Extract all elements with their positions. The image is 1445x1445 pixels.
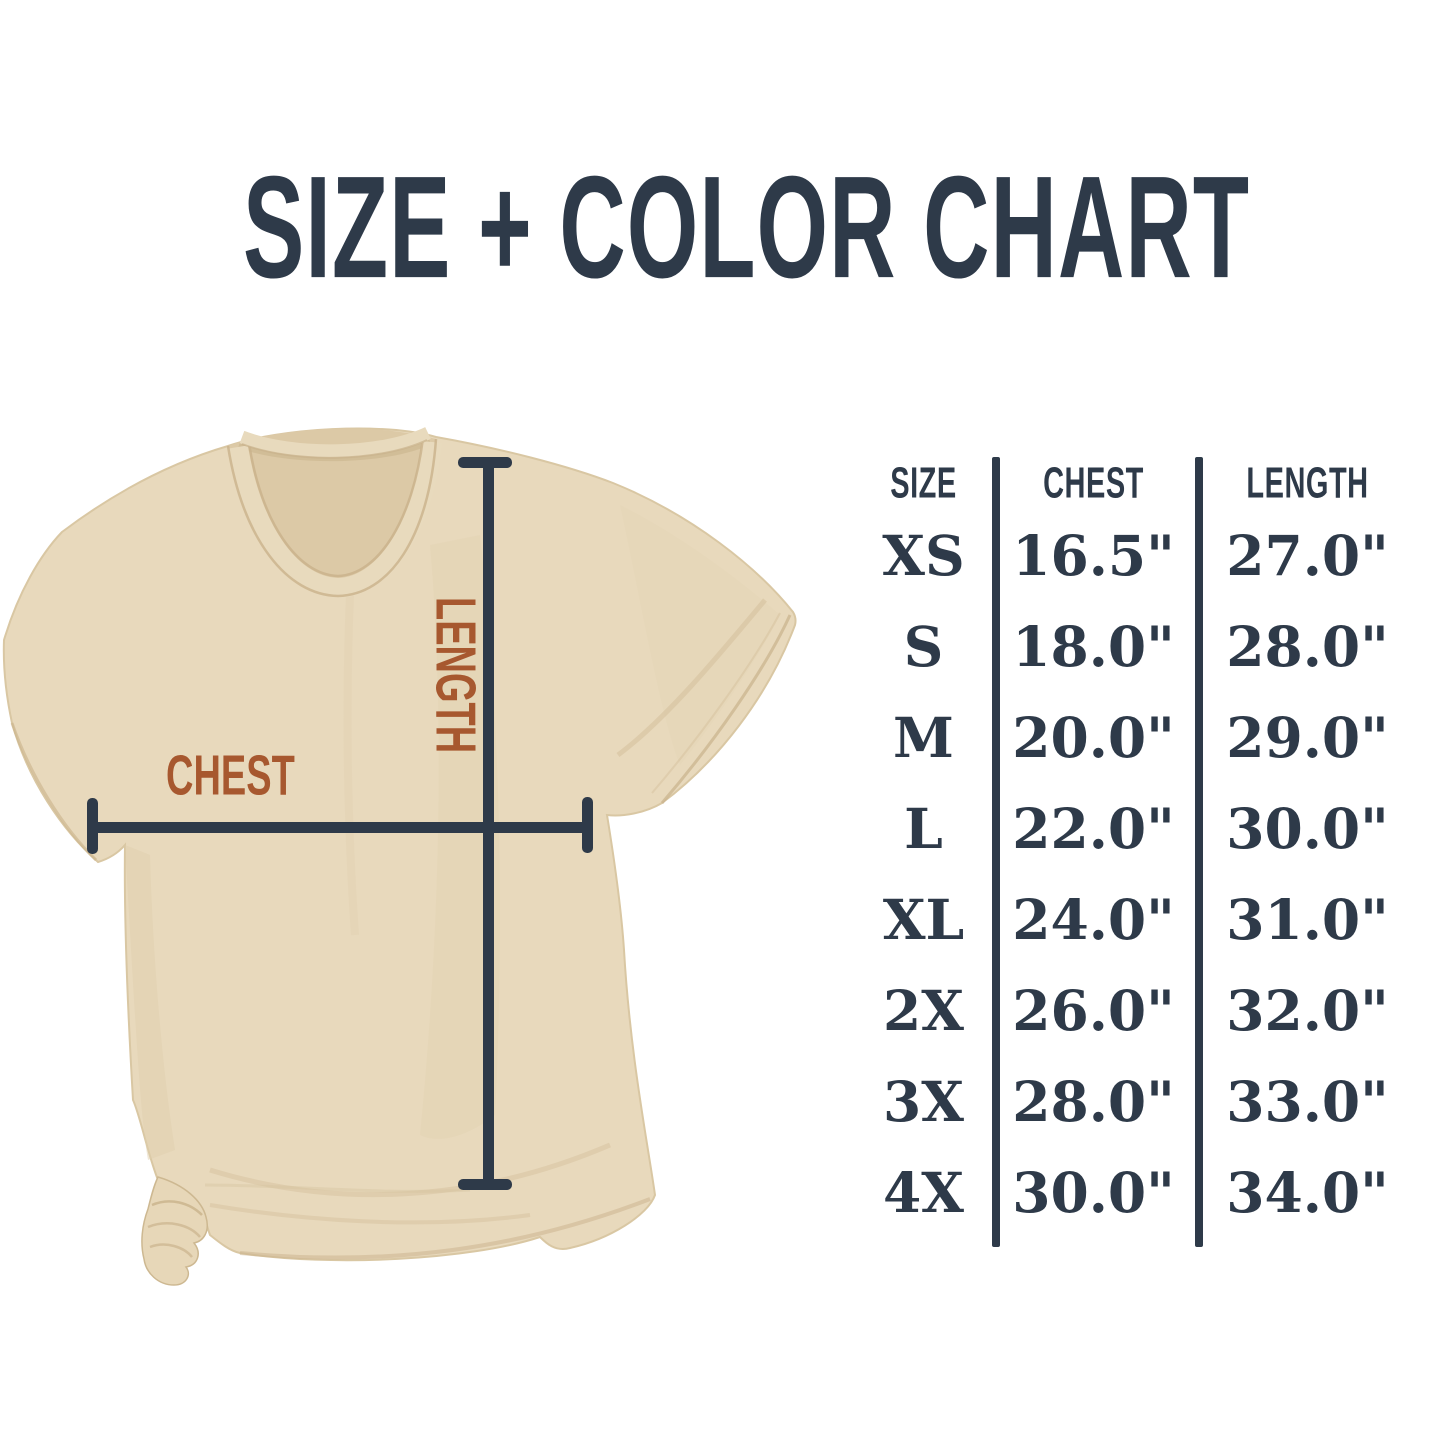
header-chest: CHEST bbox=[1043, 460, 1144, 508]
size-cell: L bbox=[904, 796, 943, 861]
page-title: SIZE + COLOR CHART bbox=[242, 147, 1251, 309]
chest-label: CHEST bbox=[166, 745, 295, 808]
size-cell: XL bbox=[882, 887, 965, 952]
size-cell: 3X bbox=[883, 1069, 964, 1134]
length-cell: 31.0" bbox=[1226, 887, 1389, 952]
chest-cell: 22.0" bbox=[1012, 796, 1175, 861]
chest-line-right-cap bbox=[582, 797, 593, 853]
size-table: SIZE CHEST LENGTH XS 16.5" 27.0" S 18.0"… bbox=[855, 456, 1420, 1238]
chest-cell: 26.0" bbox=[1012, 978, 1175, 1043]
size-cell: S bbox=[903, 614, 944, 679]
length-cell: 33.0" bbox=[1226, 1069, 1389, 1134]
chest-measure-line bbox=[92, 822, 588, 833]
size-cell: M bbox=[893, 705, 954, 770]
chest-cell: 28.0" bbox=[1012, 1069, 1175, 1134]
length-cell: 34.0" bbox=[1226, 1160, 1389, 1225]
chest-cell: 24.0" bbox=[1012, 887, 1175, 952]
chest-cell: 20.0" bbox=[1012, 705, 1175, 770]
tshirt-collar bbox=[226, 427, 442, 599]
size-cell: 2X bbox=[883, 978, 964, 1043]
chest-cell: 30.0" bbox=[1012, 1160, 1175, 1225]
length-line-top-cap bbox=[458, 457, 512, 468]
length-cell: 28.0" bbox=[1226, 614, 1389, 679]
header-size: SIZE bbox=[890, 460, 957, 508]
tshirt-graphic bbox=[2, 427, 797, 1286]
table-divider-2 bbox=[1195, 457, 1203, 1247]
length-cell: 27.0" bbox=[1226, 523, 1389, 588]
tshirt-knot bbox=[141, 1176, 208, 1286]
chest-cell: 16.5" bbox=[1012, 523, 1175, 588]
chest-line-left-cap bbox=[87, 798, 98, 854]
length-line-bottom-cap bbox=[458, 1179, 512, 1190]
length-label: LENGTH bbox=[423, 597, 486, 754]
size-cell: XS bbox=[882, 523, 965, 588]
tshirt-body bbox=[2, 427, 797, 1262]
header-length: LENGTH bbox=[1246, 460, 1369, 508]
length-cell: 30.0" bbox=[1226, 796, 1389, 861]
length-cell: 29.0" bbox=[1226, 705, 1389, 770]
chest-cell: 18.0" bbox=[1012, 614, 1175, 679]
length-cell: 32.0" bbox=[1226, 978, 1389, 1043]
table-divider-1 bbox=[992, 457, 1000, 1247]
size-cell: 4X bbox=[883, 1160, 964, 1225]
